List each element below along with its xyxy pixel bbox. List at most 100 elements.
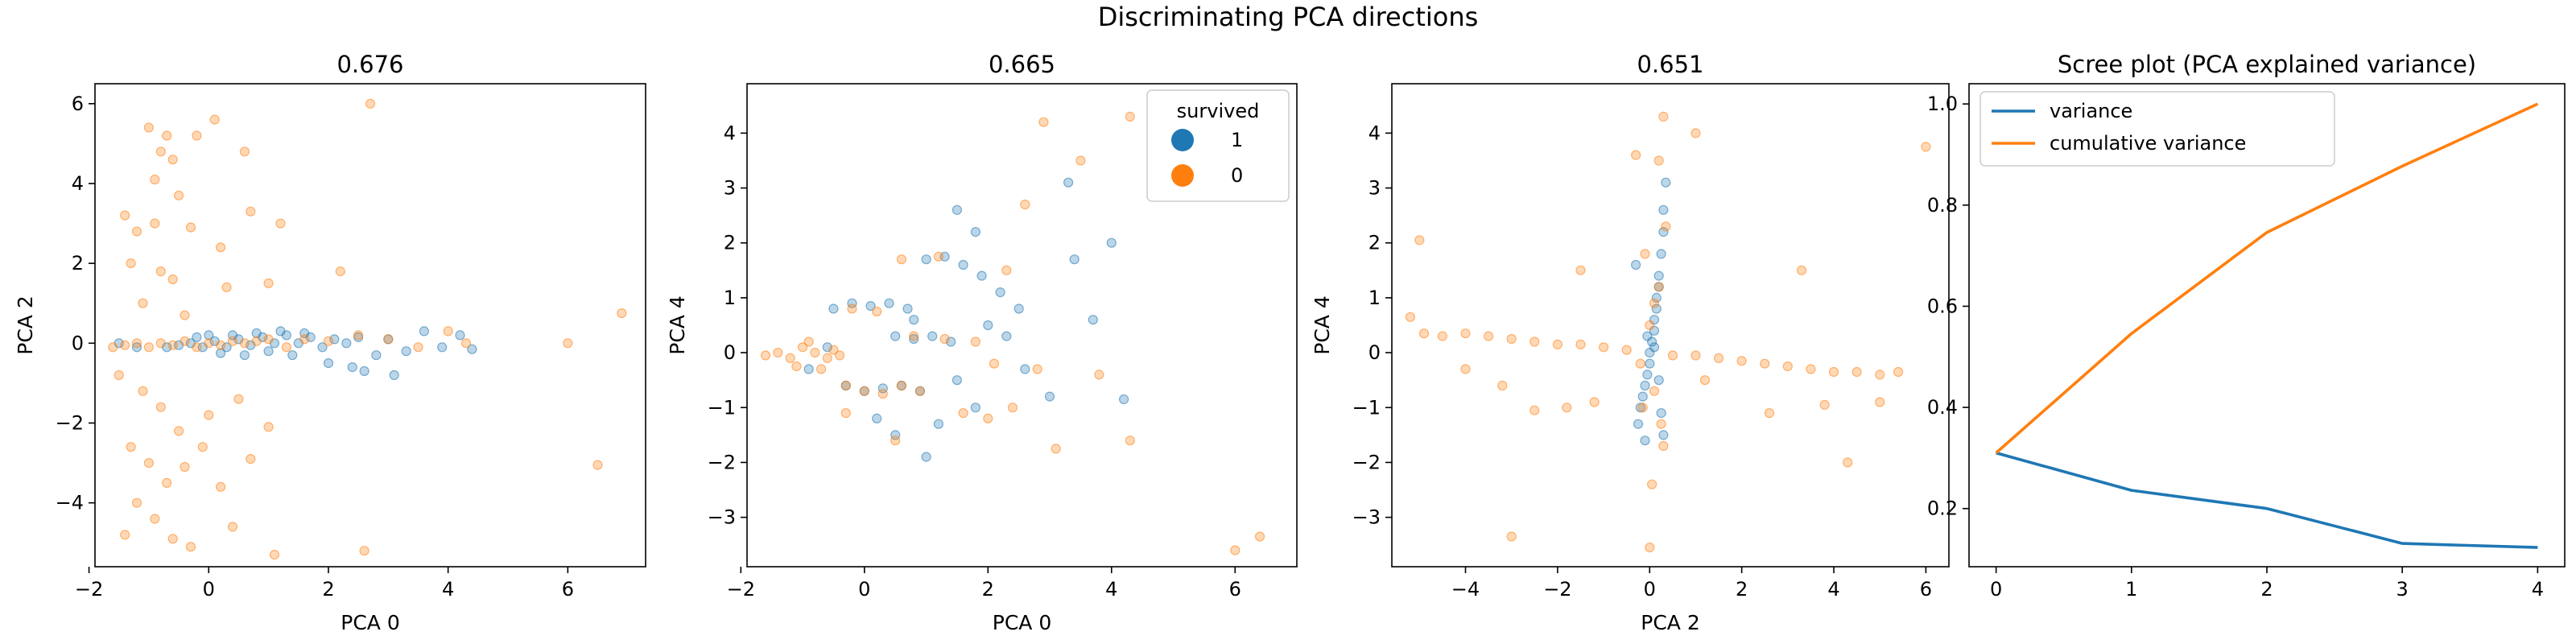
scatter-point-survived-0 [131, 226, 142, 237]
y-tick-label: 2 [1368, 232, 1381, 254]
scatter-point-survived-0 [383, 334, 394, 345]
scatter-point-survived-0 [353, 330, 364, 341]
scatter-point-survived-0 [834, 350, 845, 361]
scatter-point-survived-1 [1651, 303, 1662, 314]
scatter-point-survived-0 [822, 353, 832, 363]
scatter-point-survived-0 [1875, 369, 1885, 380]
x-axis-label: PCA 0 [993, 611, 1052, 634]
scatter-point-survived-0 [1764, 407, 1775, 419]
chart-panel-3: 0 1 2 3 4 0.2 0.4 0.6 0.8 1.0 Scree plot (PCA expl… [1927, 51, 2566, 601]
x-tick-label: 6 [562, 578, 574, 601]
x-tick-label: −2 [1543, 578, 1571, 601]
y-tick-label: −3 [1352, 506, 1381, 529]
scatter-point-survived-0 [1530, 405, 1540, 415]
scatter-point-survived-1 [890, 331, 901, 341]
scatter-point-survived-0 [185, 542, 196, 552]
scatter-point-survived-0 [914, 386, 926, 396]
x-tick-label: 0 [1990, 578, 2002, 601]
legend-title: survived [1177, 100, 1260, 122]
scatter-point-survived-0 [1630, 150, 1641, 160]
scatter-point-survived-1 [921, 254, 931, 265]
scatter-point-survived-0 [1637, 402, 1648, 413]
scatter-point-survived-0 [126, 258, 136, 269]
legend-marker-survived-1 [1171, 129, 1194, 151]
scatter-point-survived-0 [1254, 531, 1265, 542]
scatter-point-survived-0 [828, 345, 839, 355]
scatter-point-survived-0 [126, 442, 136, 452]
scatter-point-survived-0 [185, 222, 196, 233]
scatter-point-survived-0 [143, 342, 154, 353]
scatter-point-survived-0 [1598, 342, 1609, 353]
y-axis-label: PCA 4 [1311, 295, 1334, 355]
scatter-point-survived-0 [1649, 386, 1660, 396]
scatter-point-survived-0 [1230, 545, 1241, 555]
line-cumulative-variance [1995, 102, 2539, 454]
scatter-point-survived-0 [1575, 339, 1586, 349]
scatter-point-survived-0 [1125, 436, 1135, 446]
scatter-point-survived-0 [263, 422, 274, 432]
scatter-point-survived-0 [120, 210, 130, 221]
scatter-point-survived-0 [1460, 364, 1471, 374]
y-tick-label: 0 [1368, 341, 1381, 364]
x-tick-label: 1 [2125, 578, 2137, 601]
scatter-point-survived-1 [1642, 369, 1653, 380]
scatter-point-survived-1 [1640, 436, 1650, 446]
scatter-point-survived-0 [216, 340, 226, 350]
plot-area [1995, 102, 2539, 549]
scatter-point-survived-0 [138, 298, 148, 308]
scatter-point-survived-0 [251, 336, 262, 346]
scatter-point-survived-0 [263, 334, 274, 345]
scatter-point-survived-1 [865, 301, 876, 312]
scatter-point-survived-1 [1658, 227, 1669, 237]
scatter-point-survived-1 [1656, 407, 1666, 419]
scatter-point-survived-1 [275, 326, 286, 336]
scatter-point-survived-0 [1699, 375, 1710, 386]
scatter-point-survived-0 [1530, 336, 1540, 347]
scatter-point-survived-1 [1088, 315, 1098, 325]
scatter-point-survived-0 [1796, 265, 1807, 275]
scatter-point-survived-0 [859, 386, 869, 396]
scatter-point-survived-1 [467, 344, 477, 354]
scatter-point-survived-0 [1645, 542, 1655, 553]
scatter-point-survived-0 [983, 413, 993, 424]
y-tick-label: 1.0 [1927, 93, 1958, 115]
x-tick-label: 4 [442, 578, 454, 601]
scatter-point-survived-0 [167, 340, 178, 350]
scatter-point-survived-0 [174, 426, 184, 436]
legend-label-survived-0: 0 [1231, 164, 1243, 187]
x-tick-label: −4 [1451, 578, 1480, 601]
scatter-point-survived-0 [204, 338, 214, 349]
scatter-point-survived-0 [1647, 479, 1657, 489]
scatter-point-survived-1 [287, 350, 298, 361]
scatter-point-survived-1 [204, 330, 214, 341]
scatter-point-survived-1 [317, 342, 328, 353]
scatter-point-survived-0 [239, 147, 250, 157]
y-tick-label: 2 [724, 232, 736, 254]
scatter-point-survived-0 [1405, 312, 1416, 322]
scatter-point-survived-0 [359, 546, 369, 556]
scatter-point-survived-1 [263, 346, 274, 357]
scatter-point-survived-0 [192, 130, 202, 141]
scatter-point-survived-0 [933, 251, 944, 262]
y-tick-label: 0 [724, 341, 736, 364]
scatter-point-survived-0 [221, 282, 232, 292]
scatter-point-survived-1 [1044, 391, 1055, 402]
y-tick-label: 0.8 [1927, 194, 1958, 217]
scatter-point-survived-0 [1893, 366, 1904, 378]
y-axis-label: PCA 4 [666, 295, 689, 355]
scatter-point-survived-1 [347, 362, 357, 373]
scatter-point-survived-0 [275, 218, 286, 229]
scatter-point-survived-1 [890, 430, 901, 440]
chart-panel-0: −2 0 2 4 6 −4 −2 0 2 4 6 0.676 PCA 0 PCA 2 [14, 51, 646, 634]
legend-marker-survived-0 [1171, 164, 1194, 187]
scatter-point-survived-1 [828, 303, 839, 314]
scatter-point-survived-1 [909, 315, 919, 325]
plot-area [108, 98, 627, 560]
scatter-point-survived-1 [1658, 430, 1669, 440]
scatter-point-survived-1 [371, 350, 382, 361]
scatter-point-survived-1 [192, 332, 202, 342]
scatter-point-survived-0 [760, 350, 771, 361]
x-tick-label: 0 [203, 578, 215, 601]
scatter-point-survived-0 [227, 522, 238, 532]
scatter-point-survived-1 [1651, 292, 1662, 303]
